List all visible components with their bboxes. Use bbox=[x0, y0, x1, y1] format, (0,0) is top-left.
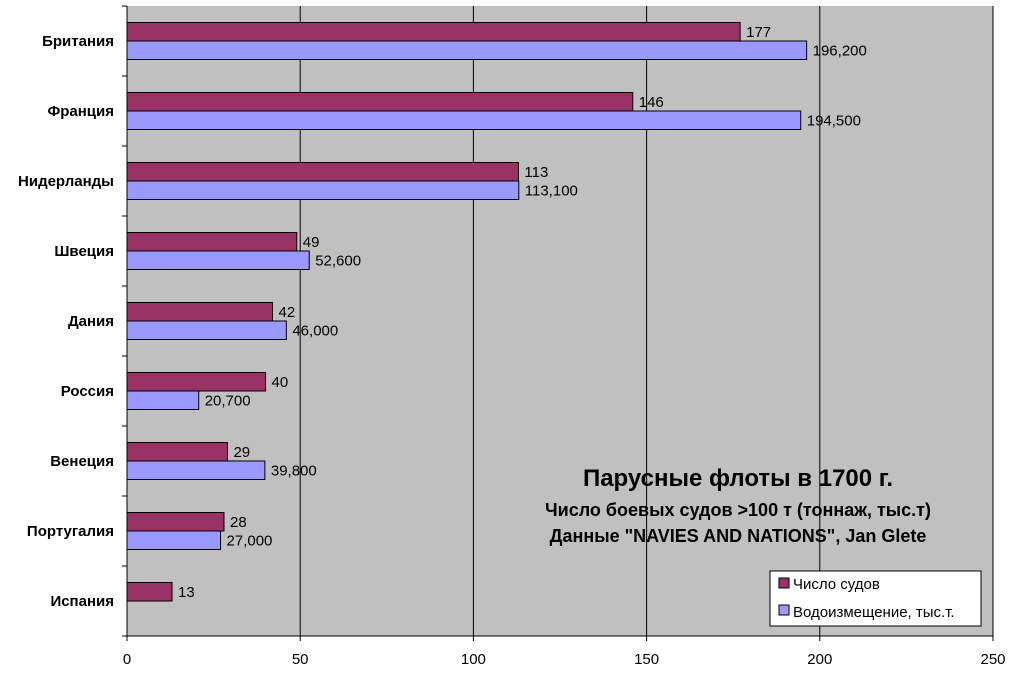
data-label-displacement: 27,000 bbox=[227, 532, 273, 549]
data-label-ship-count: 13 bbox=[178, 584, 195, 601]
data-label-ship-count: 40 bbox=[272, 374, 289, 391]
category-label: Россия bbox=[61, 383, 114, 400]
bar-displacement bbox=[126, 460, 266, 480]
legend-label-ship-count: Число судов bbox=[793, 576, 880, 593]
bar-displacement bbox=[126, 250, 310, 270]
data-label-displacement: 20,700 bbox=[205, 392, 251, 409]
data-label-displacement: 194,500 bbox=[807, 112, 861, 129]
bar-ship-count bbox=[126, 512, 225, 532]
data-label-displacement: 196,200 bbox=[813, 42, 867, 59]
category-label: Дания bbox=[68, 313, 114, 330]
bar-displacement bbox=[126, 390, 200, 410]
bar-ship-count bbox=[126, 372, 267, 392]
category-label: Британия bbox=[42, 33, 114, 50]
legend: Число судов Водоизмещение, тыс.т. bbox=[769, 570, 982, 627]
category-label: Португалия bbox=[27, 523, 114, 540]
data-label-ship-count: 177 bbox=[746, 24, 771, 41]
bar-displacement bbox=[126, 110, 802, 130]
bar-ship-count bbox=[126, 92, 634, 112]
category-label: Нидерланды bbox=[18, 173, 114, 190]
data-label-ship-count: 42 bbox=[278, 304, 295, 321]
bar-displacement bbox=[126, 180, 520, 200]
bar-displacement bbox=[126, 320, 287, 340]
data-label-ship-count: 29 bbox=[233, 444, 250, 461]
bar-ship-count bbox=[126, 302, 273, 322]
data-label-ship-count: 49 bbox=[303, 234, 320, 251]
data-label-ship-count: 146 bbox=[639, 94, 664, 111]
x-tick-label-150: 150 bbox=[634, 651, 659, 668]
category-label: Венеция bbox=[50, 453, 114, 470]
legend-swatch-ship-count bbox=[778, 577, 790, 589]
bar-ship-count bbox=[126, 22, 741, 42]
x-tick-label-100: 100 bbox=[461, 651, 486, 668]
legend-label-displacement: Водоизмещение, тыс.т. bbox=[793, 604, 955, 621]
data-label-ship-count: 28 bbox=[230, 514, 247, 531]
x-tick-label-250: 250 bbox=[980, 651, 1005, 668]
category-label: Испания bbox=[50, 593, 114, 610]
x-tick-label-200: 200 bbox=[807, 651, 832, 668]
legend-swatch-displacement bbox=[778, 604, 790, 616]
chart-title: Парусные флоты в 1700 г. bbox=[583, 465, 893, 492]
legend-box bbox=[769, 570, 982, 627]
data-label-displacement: 113,100 bbox=[525, 182, 578, 199]
x-tick-label-0: 0 bbox=[123, 651, 131, 668]
data-label-displacement: 39,800 bbox=[271, 462, 317, 479]
chart-subtitle-line-1: Число боевых судов >100 т (тоннаж, тыс.т… bbox=[545, 500, 931, 520]
bars bbox=[126, 22, 808, 602]
data-label-ship-count: 113 bbox=[524, 164, 548, 181]
x-tick-label-50: 50 bbox=[292, 651, 309, 668]
bar-displacement bbox=[126, 530, 222, 550]
chart-subtitle-line-2: Данные "NAVIES AND NATIONS", Jan Glete bbox=[550, 526, 927, 546]
bar-ship-count bbox=[126, 582, 173, 602]
bar-ship-count bbox=[126, 442, 228, 462]
bar-displacement bbox=[126, 40, 808, 60]
category-label: Швеция bbox=[54, 243, 114, 260]
bar-ship-count bbox=[126, 232, 298, 252]
data-label-displacement: 52,600 bbox=[315, 252, 361, 269]
bar-ship-count bbox=[126, 162, 519, 182]
data-label-displacement: 46,000 bbox=[292, 322, 338, 339]
category-label: Франция bbox=[47, 103, 114, 120]
axes: 0 50 100 150 200 250 Британия Франция Нидерланды… bbox=[18, 5, 1006, 668]
